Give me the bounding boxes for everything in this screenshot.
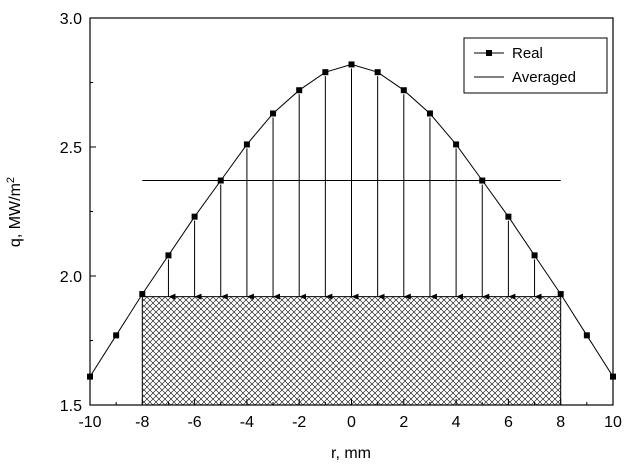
x-tick-label: -2: [292, 414, 306, 431]
x-tick-label: -4: [240, 414, 254, 431]
x-tick-label: -6: [187, 414, 201, 431]
data-point-real: [139, 291, 146, 298]
y-axis-label-superscript: 2: [5, 177, 17, 183]
y-tick-label: 1.5: [60, 398, 82, 415]
arrows: [167, 68, 542, 300]
x-tick-label: -8: [135, 414, 149, 431]
data-point-real: [531, 252, 538, 259]
data-point-real: [191, 213, 198, 220]
hatched-region: [141, 296, 562, 406]
legend: Real Averaged: [463, 37, 608, 94]
y-tick-label: 2.0: [60, 269, 82, 286]
data-point-real: [505, 213, 512, 220]
data-point-real: [426, 110, 433, 117]
data-point-real: [348, 61, 355, 68]
data-point-real: [243, 141, 250, 148]
x-tick-label: 4: [452, 414, 461, 431]
y-tick-label: 2.5: [60, 140, 82, 157]
data-point-real: [583, 332, 590, 339]
data-point-real: [296, 87, 303, 94]
data-point-real: [400, 87, 407, 94]
data-point-real: [322, 69, 329, 76]
x-tick-label: -10: [78, 414, 101, 431]
data-point-real: [270, 110, 277, 117]
x-tick-label: 6: [504, 414, 513, 431]
x-tick-label: 2: [399, 414, 408, 431]
legend-box: [463, 37, 608, 94]
data-point-real: [557, 291, 564, 298]
x-axis-ticks: -10 -8 -6 -4 -2 0 2 4 6 8 10: [78, 399, 622, 431]
data-point-real: [113, 332, 120, 339]
x-axis-label: r, mm: [331, 445, 371, 462]
x-tick-label: 0: [347, 414, 356, 431]
y-axis-label: q, MW/m2: [5, 177, 24, 247]
legend-marker-real: [486, 50, 492, 56]
y-tick-label: 3.0: [60, 11, 82, 28]
data-point-real: [165, 252, 172, 259]
y-axis-label-main: q, MW/m: [7, 183, 24, 247]
x-tick-label: 8: [556, 414, 565, 431]
legend-text-real: Real: [512, 45, 543, 62]
data-point-real: [453, 141, 460, 148]
data-point-real: [374, 69, 381, 76]
legend-text-averaged: Averaged: [512, 69, 576, 86]
x-tick-label: 10: [604, 414, 622, 431]
y-axis-ticks: 1.5 2.0 2.5 3.0: [60, 11, 96, 415]
